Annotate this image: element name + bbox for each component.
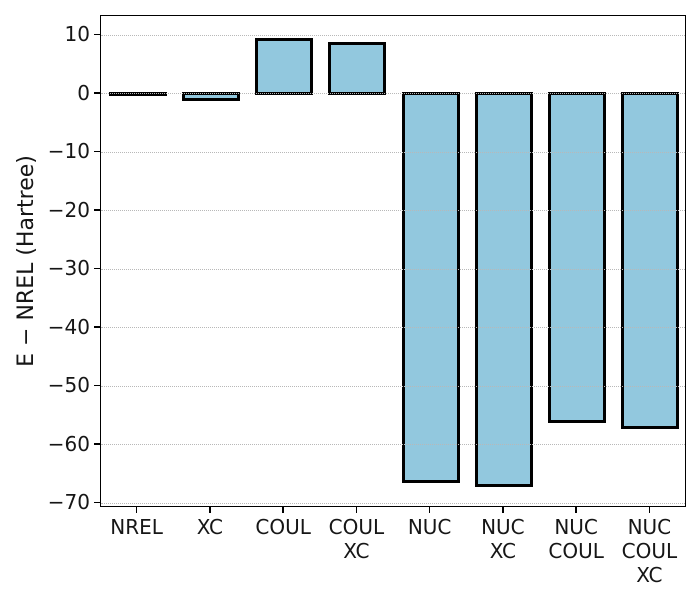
- x-tick-label-coul: COUL: [255, 515, 311, 539]
- y-tick-label: −50: [47, 373, 90, 398]
- bar-nuc-xc: [474, 92, 533, 488]
- gridline: [101, 268, 685, 270]
- y-tick-mark: [94, 384, 100, 387]
- y-tick-mark: [94, 443, 100, 445]
- x-tick-label-nuc: NUC: [407, 515, 452, 539]
- y-tick-label: −40: [47, 314, 90, 339]
- y-tick-mark: [94, 33, 100, 36]
- gridline: [101, 34, 685, 36]
- gridline: [101, 93, 685, 94]
- x-tick-mark: [135, 507, 138, 513]
- y-tick-label: 10: [64, 22, 90, 47]
- y-tick-label: −30: [47, 256, 90, 281]
- x-tick-mark: [282, 507, 284, 513]
- x-tick-mark: [428, 507, 431, 513]
- x-tick-mark: [209, 507, 211, 513]
- x-tick-label-nuc-xc: NUC XC: [481, 515, 525, 563]
- x-tick-label-nuc-coul: NUC COUL: [548, 515, 604, 563]
- gridline: [101, 385, 685, 387]
- bar-coul-xc: [328, 41, 387, 96]
- y-tick-label: 0: [77, 80, 90, 105]
- y-tick-mark: [94, 209, 100, 211]
- y-tick-label: −20: [47, 197, 90, 222]
- gridline: [101, 151, 685, 153]
- x-tick-label-nuc-coul-xc: NUC COUL XC: [621, 515, 678, 587]
- x-tick-mark: [355, 507, 358, 513]
- y-tick-label: −10: [47, 139, 90, 164]
- gridline: [101, 210, 685, 211]
- y-tick-mark: [94, 150, 100, 153]
- y-tick-label: −70: [47, 490, 90, 515]
- y-tick-label: −60: [47, 431, 90, 456]
- x-tick-label-nrel: NREL: [110, 515, 163, 539]
- bar-nuc-coul: [548, 92, 607, 424]
- x-tick-label-coul-xc: COUL XC: [328, 515, 385, 563]
- x-tick-mark: [648, 507, 651, 513]
- y-tick-mark: [94, 267, 100, 270]
- bar-nuc-coul-xc: [621, 92, 680, 430]
- bar-coul: [255, 37, 314, 96]
- y-tick-mark: [94, 92, 100, 94]
- y-tick-mark: [94, 326, 100, 328]
- x-tick-label-xc: XC: [196, 515, 223, 539]
- y-tick-mark: [94, 501, 100, 504]
- x-tick-mark: [575, 507, 577, 513]
- gridline: [101, 502, 685, 504]
- gridline: [101, 444, 685, 446]
- plot-area: [100, 15, 686, 507]
- x-tick-mark: [502, 507, 504, 513]
- gridline: [101, 327, 685, 328]
